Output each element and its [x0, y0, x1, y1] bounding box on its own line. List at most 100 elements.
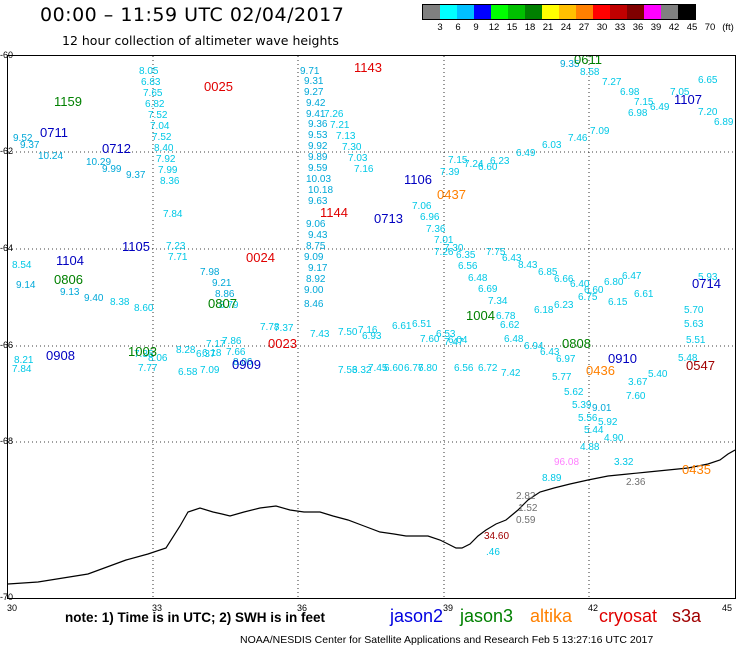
wave-height-label: 6.58 [178, 367, 198, 378]
wave-height-label: 7.52 [148, 110, 168, 121]
wave-height-label: 9.21 [212, 278, 232, 289]
wave-height-label: 6.60 [478, 162, 498, 173]
wave-height-label: 7.42 [501, 368, 521, 379]
wave-height-label: 7.65 [143, 88, 163, 99]
wave-height-label: 6.18 [202, 348, 222, 359]
color-scale-label: 21 [542, 22, 554, 33]
longitude-label: 30 [7, 603, 18, 613]
pass-time-label: 0711 [40, 125, 68, 140]
wave-height-label: 9.27 [304, 87, 324, 98]
color-scale-label: 33 [614, 22, 626, 33]
longitude-label: 45 [722, 603, 733, 613]
pass-time-label: 1107 [674, 92, 702, 107]
wave-height-label: 8.21 [14, 355, 34, 366]
wave-height-label: 8.06 [148, 353, 168, 364]
wave-height-label: 6.51 [412, 319, 432, 330]
wave-height-label: 7.35 [134, 349, 154, 360]
pass-time-label: 1106 [404, 172, 432, 187]
wave-height-label: 6.37 [196, 349, 216, 360]
wave-height-label: 6.66 [554, 274, 574, 285]
pass-time-label: 1159 [54, 94, 82, 109]
wave-height-label: 6.94 [524, 341, 544, 352]
wave-height-label: 8.58 [580, 67, 600, 78]
wave-height-label: 6.65 [698, 75, 718, 86]
wave-height-label: 6.43 [502, 253, 522, 264]
wave-height-label: 8.46 [304, 299, 324, 310]
wave-height-label: 5.39 [572, 400, 592, 411]
wave-height-label: 8.86 [215, 289, 235, 300]
pass-time-label: 1003 [128, 344, 157, 359]
wave-height-label: 2.82 [516, 491, 536, 502]
color-swatch [661, 5, 678, 19]
wave-height-label: 3.67 [628, 377, 648, 388]
antarctic-coastline [8, 449, 735, 585]
longitude-label: 33 [152, 603, 163, 613]
wave-height-label: 7.77 [138, 363, 158, 374]
wave-height-label: 8.43 [518, 260, 538, 271]
page-subtitle: 12 hour collection of altimeter wave hei… [62, 33, 339, 48]
wave-height-label: 9.37 [126, 170, 146, 181]
wave-height-label: 7.30 [444, 243, 464, 254]
wave-height-label: 2.36 [626, 477, 646, 488]
wave-height-label: 6.78 [496, 311, 516, 322]
wave-height-label: 9.09 [304, 252, 324, 263]
wave-height-label: 6.89 [714, 117, 734, 128]
wave-height-label: 34.60 [484, 531, 509, 542]
wave-height-label: 6.04 [448, 335, 468, 346]
wave-height-label: 7.24 [464, 159, 484, 170]
pass-time-label: 0909 [232, 357, 261, 372]
color-scale-label: 70 [704, 22, 716, 33]
color-scale-label: 39 [650, 22, 662, 33]
color-swatch [559, 5, 576, 19]
color-scale-bar [422, 4, 696, 20]
wave-height-label: 8.92 [306, 274, 326, 285]
color-scale-label: 12 [488, 22, 500, 33]
pass-time-label: 0807 [208, 296, 237, 311]
color-swatch [644, 5, 661, 19]
pass-time-label: 0808 [562, 336, 591, 351]
wave-height-label: 7.46 [568, 133, 588, 144]
wave-height-label: 6.77 [404, 363, 424, 374]
wave-height-label: 9.71 [300, 66, 320, 77]
wave-height-label: 7.45 [368, 363, 388, 374]
wave-height-label: 7.86 [222, 336, 242, 347]
wave-height-label: 5.93 [698, 272, 718, 283]
wave-height-label: 5.51 [686, 335, 706, 346]
wave-height-labels: 8.056.837.656.827.527.047.528.407.927.99… [12, 59, 734, 558]
wave-height-label: 7.21 [330, 120, 350, 131]
latitude-label: -64 [0, 243, 14, 253]
wave-height-label: 6.83 [141, 77, 161, 88]
wave-height-label: 8.05 [139, 66, 159, 77]
wave-height-label: 6.56 [458, 261, 478, 272]
wave-height-label: 7.20 [698, 107, 718, 118]
wave-height-label: 4.90 [604, 433, 624, 444]
wave-height-label: 6.56 [454, 363, 474, 374]
wave-height-label: 6.93 [362, 331, 382, 342]
wave-height-label: 8.60 [134, 303, 154, 314]
pass-time-label: 0435 [682, 462, 711, 477]
wave-height-label: 7.26 [434, 247, 454, 258]
wave-height-label: 7.03 [348, 153, 368, 164]
wave-height-label: 6.18 [534, 305, 554, 316]
wave-height-label: 6.49 [516, 148, 536, 159]
pass-time-label: 0437 [437, 187, 466, 202]
wave-height-label: 7.50 [338, 327, 358, 338]
color-swatch [457, 5, 474, 19]
pass-time-label: 0436 [586, 363, 615, 378]
pass-time-label: 0910 [608, 351, 637, 366]
color-scale-label: 9 [473, 22, 479, 33]
wave-height-label: 7.30 [342, 142, 362, 153]
color-scale-label: (ft) [722, 22, 734, 33]
wave-height-label: 7.75 [486, 247, 506, 258]
wave-height-label: 7.60 [626, 391, 646, 402]
color-swatch [440, 5, 457, 19]
wave-height-label: 6.98 [620, 87, 640, 98]
longitude-label: 36 [297, 603, 308, 613]
wave-height-label: 3.32 [614, 457, 634, 468]
wave-height-label: 6.48 [504, 334, 524, 345]
wave-height-label: 7.16 [358, 325, 378, 336]
wave-height-label: 10.24 [38, 151, 63, 162]
wave-height-label: 6.32 [352, 365, 372, 376]
color-swatch [423, 5, 440, 19]
wave-height-label: 6.96 [420, 212, 440, 223]
